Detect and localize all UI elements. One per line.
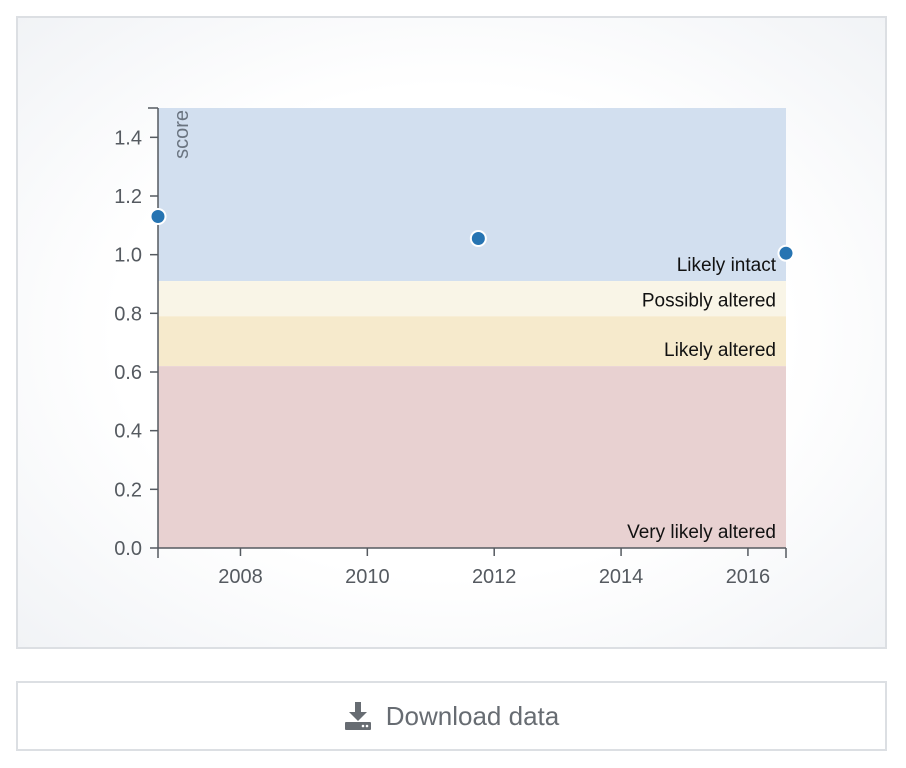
band-label-2: Likely altered (664, 340, 776, 361)
y-tick-label: 0.4 (114, 421, 142, 443)
data-point-2 (777, 244, 795, 262)
band-0 (158, 108, 786, 282)
band-1 (158, 281, 786, 317)
data-point-0 (149, 208, 167, 226)
y-tick-label: 0.6 (114, 362, 142, 384)
x-tick-label: 2010 (345, 566, 390, 588)
data-point-1 (469, 230, 487, 248)
x-tick-label: 2014 (599, 566, 644, 588)
y-tick-label: 0.0 (114, 538, 142, 560)
y-tick-label: 1.4 (114, 127, 142, 149)
download-icon (344, 701, 372, 731)
y-tick-label: 0.2 (114, 479, 142, 501)
band-3 (158, 366, 786, 548)
band-label-3: Very likely altered (627, 522, 776, 543)
band-label-1: Possibly altered (642, 290, 776, 311)
x-tick-label: 2016 (726, 566, 771, 588)
band-label-0: Likely intact (677, 255, 777, 276)
y-tick-label: 1.0 (114, 245, 142, 267)
download-data-label: Download data (385, 700, 560, 731)
download-data-button[interactable]: Download data (16, 681, 887, 751)
x-tick-label: 2012 (472, 566, 517, 588)
y-tick-label: 1.2 (114, 186, 142, 208)
y-tick-label: 0.8 (114, 303, 142, 325)
x-tick-label: 2008 (218, 566, 263, 588)
y-axis-title: score (171, 110, 193, 159)
band-2 (158, 316, 786, 367)
